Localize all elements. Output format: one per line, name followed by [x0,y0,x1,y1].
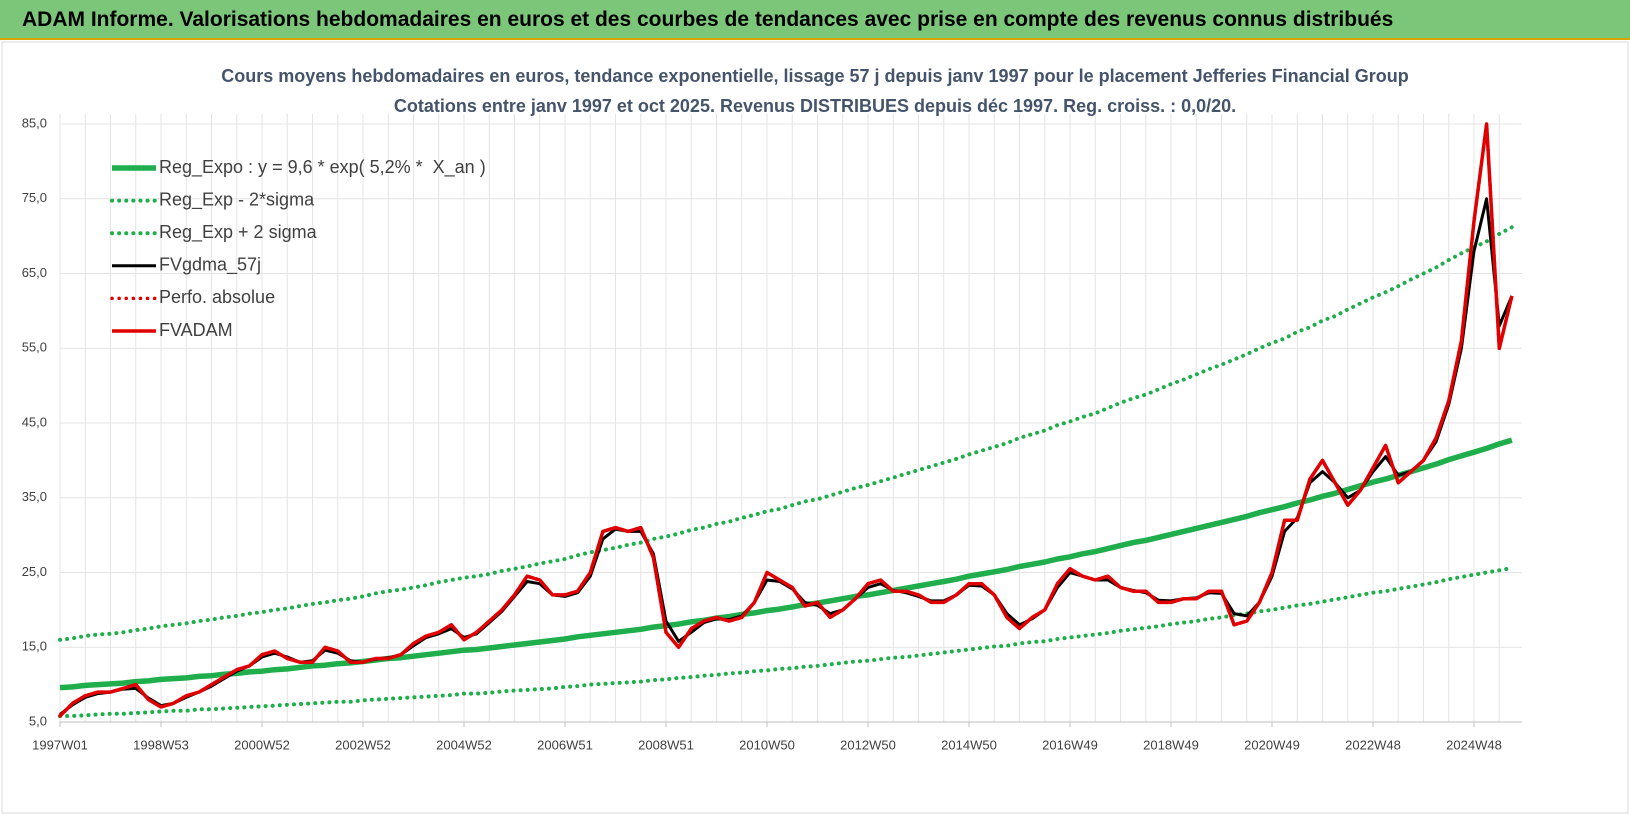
legend-label: FVgdma_57j [159,255,261,276]
legend-label: Perfo. absolue [159,287,275,307]
series-line [58,225,1514,642]
series-line [58,122,1514,718]
series-line [58,566,1514,718]
x-tick-label: 2022W48 [1345,737,1401,752]
x-tick-label: 2016W49 [1042,737,1098,752]
x-tick-label: 2002W52 [335,737,391,752]
series-line [59,437,1513,691]
legend-label: Reg_Expo : y = 9,6 * exp( 5,2% * X_an ) [159,157,486,178]
y-tick-label: 35,0 [22,489,47,504]
banner-title: ADAM Informe. Valorisations hebdomadaire… [22,8,1394,31]
x-tick-label: 2008W51 [638,737,694,752]
x-tick-label: 2024W48 [1446,737,1502,752]
x-tick-label: 1997W01 [32,737,88,752]
y-tick-label: 55,0 [22,340,47,355]
y-tick-label: 65,0 [22,265,47,280]
x-tick-label: 2000W52 [234,737,290,752]
y-tick-label: 45,0 [22,414,47,429]
x-tick-label: 2012W50 [840,737,896,752]
x-tick-label: 1998W53 [133,737,189,752]
y-tick-label: 85,0 [22,115,47,130]
legend-label: FVADAM [159,320,233,340]
chart-frame [1,41,1629,814]
legend-label: Reg_Exp + 2 sigma [159,222,318,243]
legend-label: Reg_Exp - 2*sigma [159,189,315,210]
x-tick-label: 2020W49 [1244,737,1300,752]
y-tick-label: 75,0 [22,190,47,205]
y-tick-label: 25,0 [22,564,47,579]
x-tick-label: 2018W49 [1143,737,1199,752]
chart-subtitle: Cotations entre janv 1997 et oct 2025. R… [394,96,1236,116]
x-tick-label: 2004W52 [436,737,492,752]
x-tick-label: 2006W51 [537,737,593,752]
x-tick-label: 2010W50 [739,737,795,752]
x-tick-label: 2014W50 [941,737,997,752]
banner: ADAM Informe. Valorisations hebdomadaire… [0,0,1630,40]
y-tick-label: 15,0 [22,639,47,654]
y-tick-label: 5,0 [29,713,47,728]
chart: Cours moyens hebdomadaires en euros, ten… [1,41,1629,814]
chart-title: Cours moyens hebdomadaires en euros, ten… [221,66,1408,86]
